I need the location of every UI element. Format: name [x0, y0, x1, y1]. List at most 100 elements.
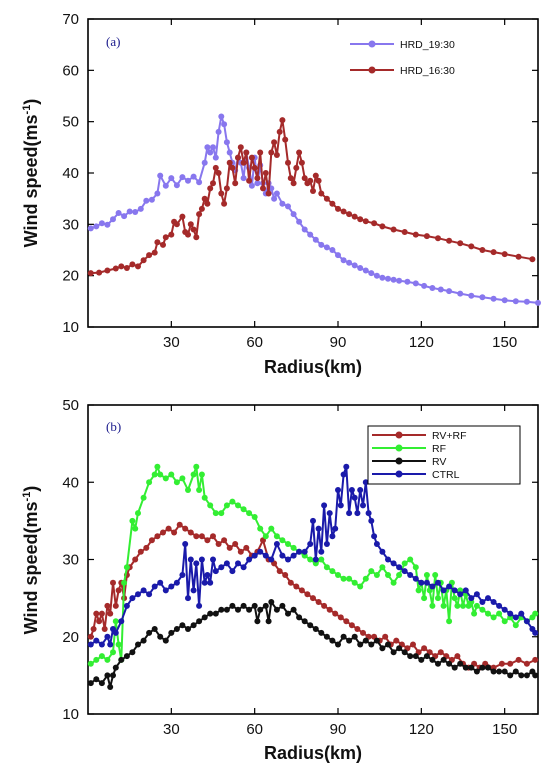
panel-b-point-ctrl [223, 560, 230, 567]
panel-a-point-hrd-16-30 [251, 164, 258, 171]
panel-a-point-hrd-19-30 [204, 144, 211, 151]
panel-b-point-ctrl [312, 556, 319, 563]
panel-a-point-hrd-16-30 [135, 263, 141, 270]
panel-b-point-rv-rf [382, 633, 389, 640]
panel-b-point-rf [318, 556, 325, 563]
panel-b-point-rv [490, 668, 497, 675]
panel-b-point-rv-rf [243, 544, 250, 551]
panel-a-point-hrd-19-30 [223, 139, 230, 146]
panel-b-point-ctrl [348, 487, 355, 493]
panel-b-point-ctrl [93, 637, 100, 644]
panel-b-point-rf [212, 510, 219, 517]
panel-a-point-hrd-16-30 [179, 213, 186, 220]
panel-a-y-axis-title-main: Wind speed(ms [21, 114, 41, 247]
panel-b-point-rf [207, 502, 214, 509]
panel-b-point-ctrl [229, 568, 236, 575]
panel-b-point-ctrl [401, 568, 408, 575]
panel-b-point-rf [329, 568, 336, 575]
panel-b-point-rv-rf [298, 587, 305, 594]
panel-b-point-rv-rf [437, 649, 444, 656]
panel-b-point-ctrl [123, 602, 130, 609]
panel-b-point-rv [351, 633, 358, 640]
panel-b-point-ctrl [218, 564, 225, 571]
panel-b-point-rv-rf [93, 610, 100, 617]
panel-b-point-ctrl [262, 552, 269, 559]
panel-b-point-rv-rf [237, 548, 244, 555]
panel-a-point-hrd-16-30 [490, 249, 497, 256]
panel-b-point-ctrl [315, 525, 322, 532]
panel-b-point-ctrl [440, 587, 447, 594]
panel-b-point-ctrl [193, 560, 200, 567]
panel-b-point-ctrl [457, 591, 464, 598]
panel-b-point-ctrl [371, 533, 378, 540]
panel-b-legend-label-ctrl: CTRL [432, 469, 460, 481]
panel-a-point-hrd-19-30 [226, 149, 233, 156]
panel-b-point-rv [157, 633, 164, 640]
panel-a-point-hrd-19-30 [126, 208, 133, 215]
panel-b-point-rv-rf [110, 579, 116, 586]
panel-b-point-rv [462, 664, 469, 671]
panel-a-point-hrd-16-30 [112, 265, 119, 272]
panel-b-point-rv [251, 602, 258, 609]
panel-b-point-rv [173, 626, 180, 632]
panel-b-point-rv [201, 614, 208, 621]
panel-a-point-hrd-16-30 [301, 175, 308, 182]
panel-a-point-hrd-16-30 [379, 223, 386, 230]
panel-b-point-ctrl [196, 602, 203, 609]
panel-b-point-rv [435, 660, 441, 667]
panel-b-point-rf [121, 579, 128, 586]
panel-a-point-hrd-16-30 [190, 226, 197, 233]
panel-b-point-rv [418, 656, 425, 663]
panel-a-point-hrd-16-30 [193, 234, 200, 241]
panel-a-point-hrd-19-30 [412, 280, 419, 287]
panel-b-point-rv-rf [193, 533, 200, 540]
panel-b-point-rf [135, 510, 141, 517]
panel-b-point-rv [457, 660, 464, 667]
panel-b-point-rv-rf [293, 583, 300, 590]
panel-b-point-ctrl [354, 510, 361, 517]
panel-a-point-hrd-16-30 [501, 251, 508, 258]
panel-b-point-rf [323, 564, 330, 571]
panel-a-point-hrd-19-30 [98, 220, 105, 227]
panel-b-point-rv [268, 599, 275, 605]
panel-b-point-rv [290, 606, 297, 613]
panel-b-point-rf [246, 510, 253, 517]
panel-b-point-rf [532, 610, 539, 617]
panel-b-point-rv-rf [115, 587, 122, 594]
panel-b-point-rf [93, 656, 100, 663]
panel-b-point-rf [423, 572, 430, 578]
panel-b-point-rv [340, 633, 347, 640]
panel-a-point-hrd-16-30 [479, 247, 486, 253]
panel-b-point-rv [412, 653, 419, 660]
panel-b-point-rf [396, 572, 403, 578]
panel-a-y-tick-label: 20 [62, 268, 79, 285]
panel-a-point-hrd-16-30 [160, 241, 166, 248]
panel-b-point-ctrl [204, 572, 211, 578]
panel-b-point-rv [118, 656, 125, 663]
panel-a-x-tick-label: 120 [409, 334, 434, 351]
panel-b-point-rv [512, 668, 519, 675]
panel-b-point-rv [196, 618, 203, 625]
panel-b-point-rf [146, 479, 153, 486]
panel-b-point-ctrl [473, 591, 480, 598]
panel-b-point-rv [104, 672, 111, 679]
panel-a-point-hrd-19-30 [215, 128, 222, 135]
panel-b-point-rv [507, 672, 514, 679]
panel-a-point-hrd-19-30 [248, 182, 255, 189]
panel-a-point-hrd-19-30 [512, 298, 519, 305]
panel-b-point-ctrl [118, 618, 125, 625]
panel-a-legend: HRD_19:30 HRD_16:30 [350, 39, 455, 77]
panel-a-point-hrd-16-30 [196, 211, 203, 218]
panel-a-point-hrd-16-30 [140, 257, 147, 264]
panel-b-point-rf [201, 494, 208, 501]
panel-b-point-rv-rf [515, 656, 522, 663]
panel-b-point-rf [218, 510, 225, 517]
panel-b-point-rv-rf [310, 595, 316, 602]
panel-b-point-rv [501, 668, 508, 675]
panel-b-point-rv [468, 664, 475, 671]
panel-b-point-ctrl [207, 579, 214, 586]
panel-a-point-hrd-16-30 [173, 221, 180, 228]
panel-b-point-ctrl [151, 583, 158, 590]
panel-b-point-rv-rf [182, 525, 189, 532]
panel-b-point-ctrl [373, 541, 380, 547]
